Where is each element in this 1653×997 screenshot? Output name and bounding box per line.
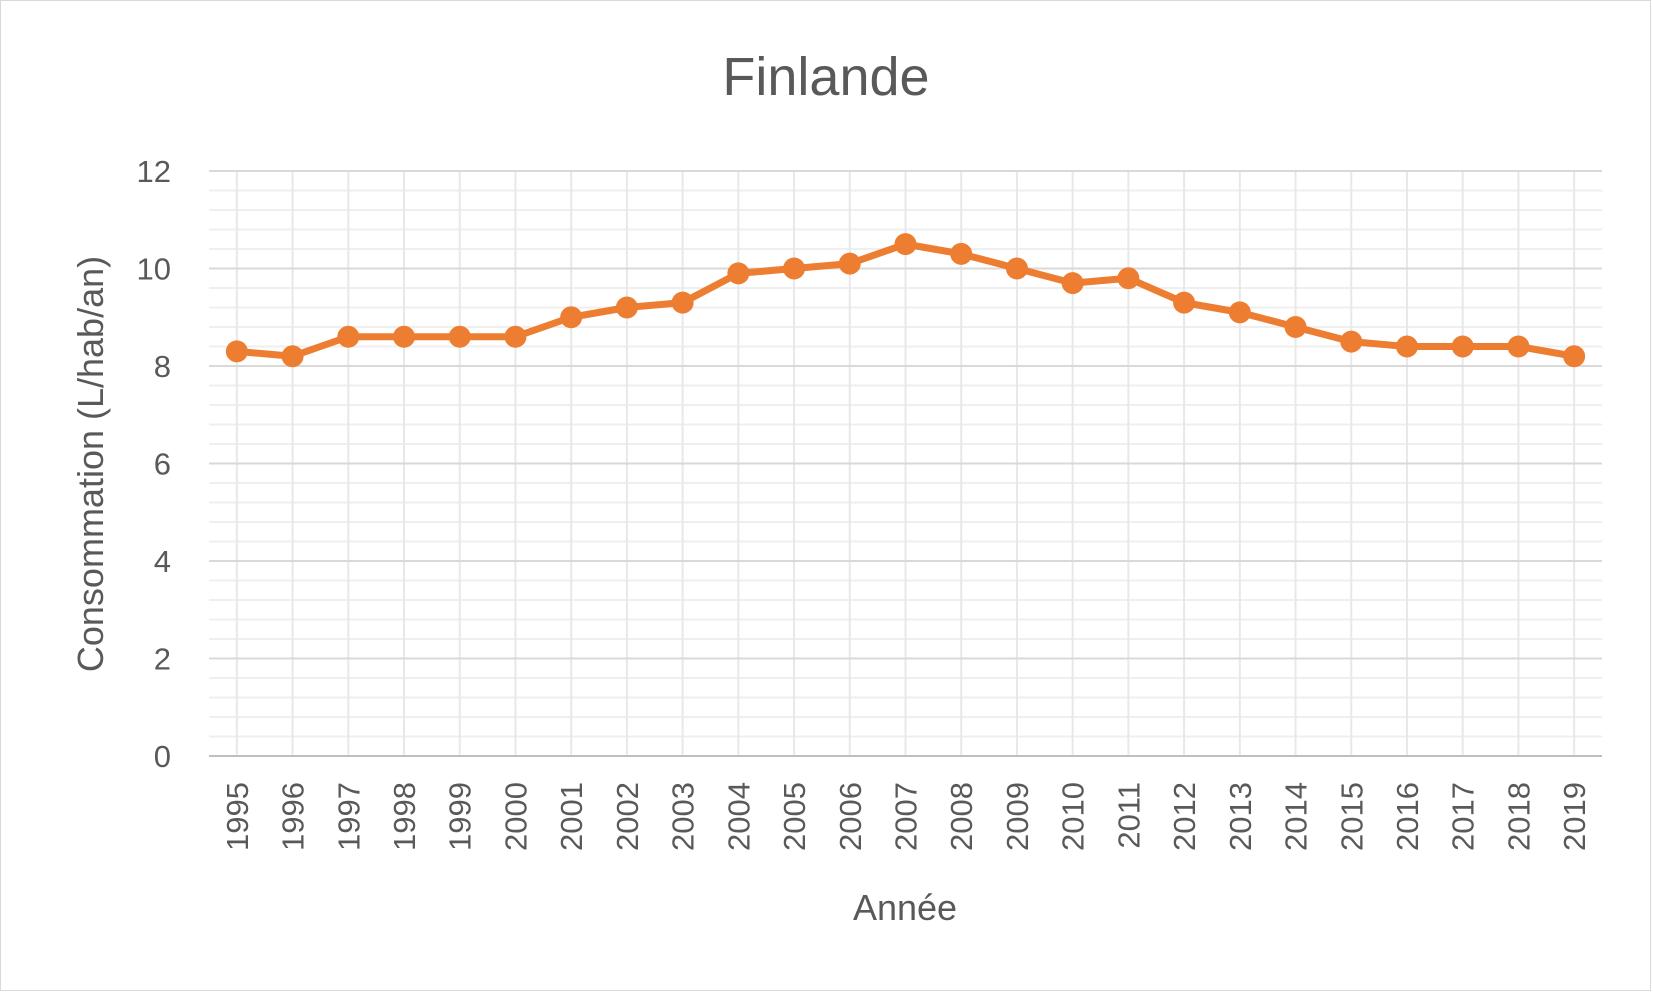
x-tick-label: 2008 [944,782,979,851]
x-tick-label: 2013 [1223,782,1258,851]
y-tick-labels: 0 2 4 6 8 10 12 [137,154,171,774]
data-point [838,252,861,275]
x-tick-label: 2015 [1334,782,1369,851]
y-tick-label: 10 [137,252,171,287]
y-tick-label: 0 [154,739,171,774]
x-tick-label: 2019 [1557,782,1592,851]
data-point [1228,301,1251,324]
x-tick-label: 2017 [1446,782,1481,851]
x-tick-label: 2001 [554,782,589,851]
data-point [1173,291,1196,314]
x-tick-label: 1996 [276,782,311,851]
y-tick-label: 2 [154,642,171,677]
data-point [1451,335,1474,358]
x-tick-label: 2018 [1501,782,1536,851]
data-point [504,325,527,348]
x-tick-label: 2003 [666,782,701,851]
y-axis-title: Consommation (L/hab/an) [70,256,111,672]
series-layer [225,233,1586,368]
data-point [1395,335,1418,358]
data-point [1563,345,1586,368]
x-tick-label: 2010 [1056,782,1091,851]
x-tick-labels: 1995 1996 1997 1998 1999 2000 2001 2002 2003 2004… [220,782,1592,851]
data-point [671,291,694,314]
x-tick-label: 2007 [889,782,924,851]
chart-title: Finlande [722,47,929,107]
data-point [1340,330,1363,353]
data-point [225,340,248,363]
x-tick-label: 2006 [833,782,868,851]
data-point [894,233,917,256]
x-tick-label: 2016 [1390,782,1425,851]
data-point [448,325,471,348]
x-tick-label: 2002 [610,782,645,851]
data-point [615,296,638,319]
data-point [1284,316,1307,338]
data-point [281,345,304,368]
data-point [783,257,806,280]
x-tick-label: 1995 [220,782,255,851]
x-tick-label: 2011 [1111,782,1146,849]
data-point [393,325,416,348]
y-tick-label: 12 [137,154,171,189]
data-point [1061,272,1084,295]
x-tick-label: 2005 [777,782,812,851]
x-tick-label: 2014 [1279,782,1314,851]
x-tick-label: 1999 [443,782,478,851]
data-point [1005,257,1028,280]
x-tick-label: 2000 [498,782,533,851]
data-point [950,242,973,265]
y-tick-label: 6 [154,447,171,482]
x-axis-title: Année [853,887,957,928]
data-point [1117,267,1140,290]
data-point [1507,335,1530,358]
data-point [560,306,583,329]
major-gridlines [209,170,1602,660]
x-tick-label: 1997 [331,782,366,851]
y-tick-label: 8 [154,349,171,384]
x-tick-label: 1998 [387,782,422,851]
x-tick-label: 2004 [721,782,756,851]
data-point [337,325,360,348]
x-tick-label: 2009 [1000,782,1035,851]
x-tick-label: 2012 [1167,782,1202,851]
data-point [727,262,750,285]
y-tick-label: 4 [154,544,171,579]
